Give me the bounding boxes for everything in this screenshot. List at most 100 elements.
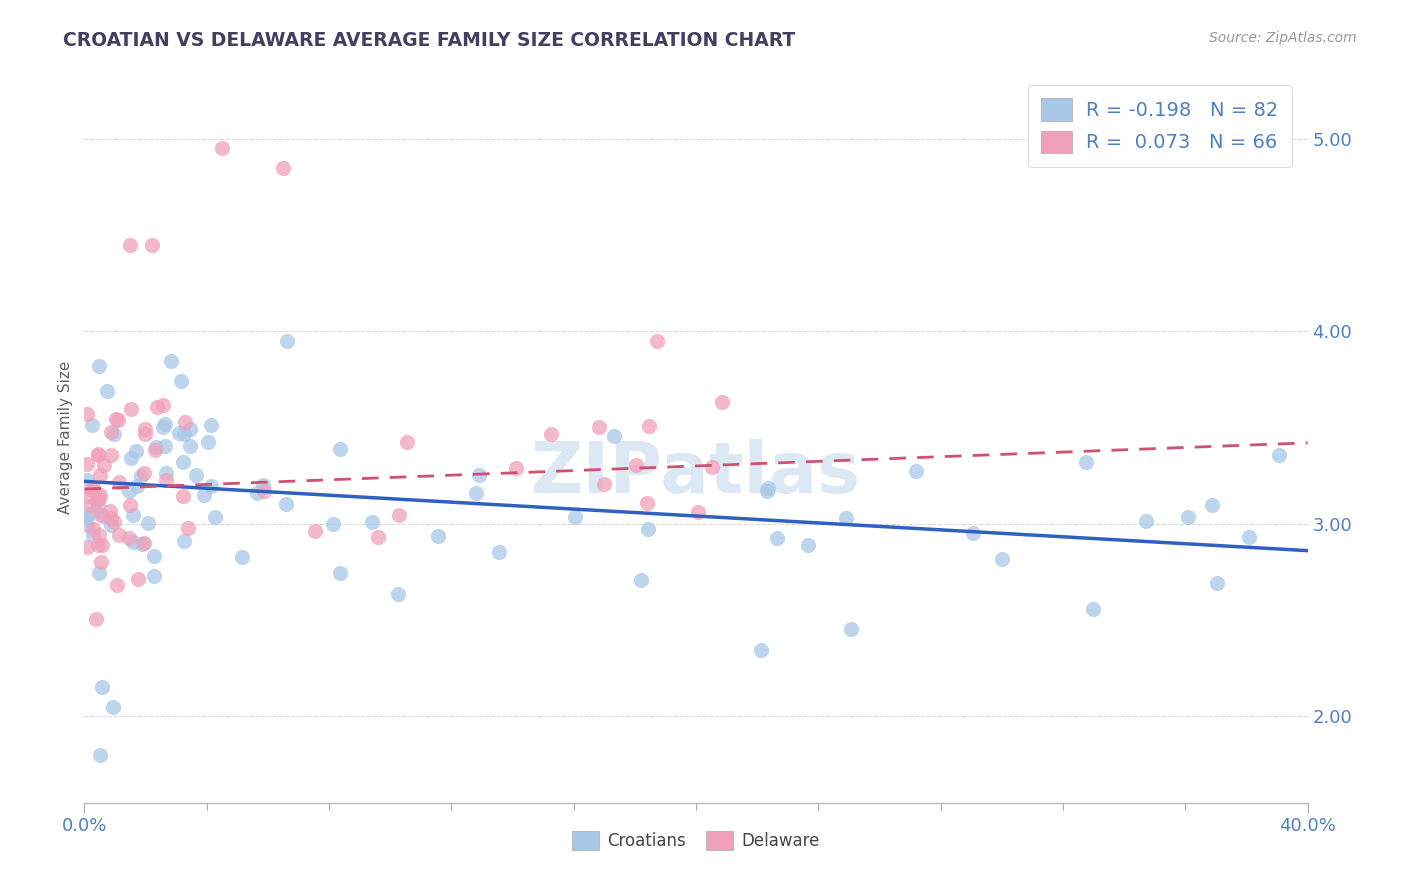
Point — [155, 417, 177, 431]
Point — [103, 515, 125, 529]
Point — [86, 494, 108, 508]
Point — [834, 511, 856, 525]
Point — [100, 425, 122, 439]
Point — [276, 334, 298, 348]
Point — [197, 435, 219, 450]
Point — [271, 161, 294, 175]
Point — [76, 510, 98, 524]
Point — [167, 425, 190, 440]
Point — [638, 418, 661, 433]
Point — [488, 545, 510, 559]
Point — [76, 473, 98, 487]
Point — [87, 499, 110, 513]
Point — [387, 587, 409, 601]
Point — [142, 549, 165, 563]
Point — [87, 528, 110, 542]
Point — [1081, 602, 1104, 616]
Point — [108, 475, 131, 489]
Point — [172, 455, 194, 469]
Point — [395, 434, 418, 449]
Point — [200, 478, 222, 492]
Point — [962, 525, 984, 540]
Point — [155, 439, 177, 453]
Point — [89, 468, 111, 483]
Point — [121, 508, 143, 522]
Point — [756, 481, 779, 495]
Point — [142, 568, 165, 582]
Point — [141, 237, 163, 252]
Point — [388, 508, 411, 522]
Point — [756, 483, 779, 498]
Point — [87, 446, 110, 460]
Point — [1074, 455, 1097, 469]
Point — [87, 538, 110, 552]
Y-axis label: Average Family Size: Average Family Size — [58, 360, 73, 514]
Point — [89, 747, 111, 762]
Point — [82, 528, 104, 542]
Point — [193, 488, 215, 502]
Point — [89, 488, 111, 502]
Point — [145, 443, 167, 458]
Point — [120, 401, 142, 416]
Point — [176, 520, 198, 534]
Point — [329, 566, 352, 580]
Point — [159, 354, 181, 368]
Point — [82, 482, 104, 496]
Point — [155, 473, 177, 487]
Point — [107, 528, 129, 542]
Point — [710, 394, 733, 409]
Point — [588, 420, 610, 434]
Point — [134, 427, 156, 442]
Point — [645, 334, 668, 348]
Point — [80, 500, 103, 514]
Point — [367, 530, 389, 544]
Point — [131, 468, 153, 483]
Point — [179, 438, 201, 452]
Point — [173, 427, 195, 442]
Point — [637, 522, 659, 536]
Point — [765, 531, 787, 545]
Point — [246, 486, 269, 500]
Point — [146, 400, 169, 414]
Point — [87, 359, 110, 374]
Point — [80, 483, 103, 498]
Point — [93, 458, 115, 472]
Point — [505, 460, 527, 475]
Point — [117, 484, 139, 499]
Point — [686, 505, 709, 519]
Point — [1135, 514, 1157, 528]
Point — [700, 460, 723, 475]
Point — [253, 483, 276, 498]
Text: CROATIAN VS DELAWARE AVERAGE FAMILY SIZE CORRELATION CHART: CROATIAN VS DELAWARE AVERAGE FAMILY SIZE… — [63, 31, 796, 50]
Point — [464, 485, 486, 500]
Point — [172, 489, 194, 503]
Point — [125, 443, 148, 458]
Point — [1268, 448, 1291, 462]
Point — [170, 375, 193, 389]
Point — [132, 536, 155, 550]
Point — [103, 426, 125, 441]
Point — [118, 498, 141, 512]
Point — [200, 418, 222, 433]
Point — [990, 551, 1012, 566]
Point — [797, 538, 820, 552]
Point — [103, 699, 125, 714]
Point — [96, 384, 118, 399]
Point — [90, 681, 112, 695]
Point — [134, 422, 156, 436]
Point — [602, 429, 624, 443]
Point — [749, 642, 772, 657]
Point — [76, 457, 98, 471]
Point — [904, 464, 927, 478]
Point — [80, 418, 103, 433]
Point — [138, 516, 160, 530]
Point — [76, 489, 98, 503]
Point — [1201, 498, 1223, 512]
Point — [468, 467, 491, 482]
Point — [361, 515, 384, 529]
Point — [127, 479, 149, 493]
Legend: Croatians, Delaware: Croatians, Delaware — [565, 824, 827, 856]
Point — [100, 448, 122, 462]
Point — [322, 517, 344, 532]
Point — [174, 416, 197, 430]
